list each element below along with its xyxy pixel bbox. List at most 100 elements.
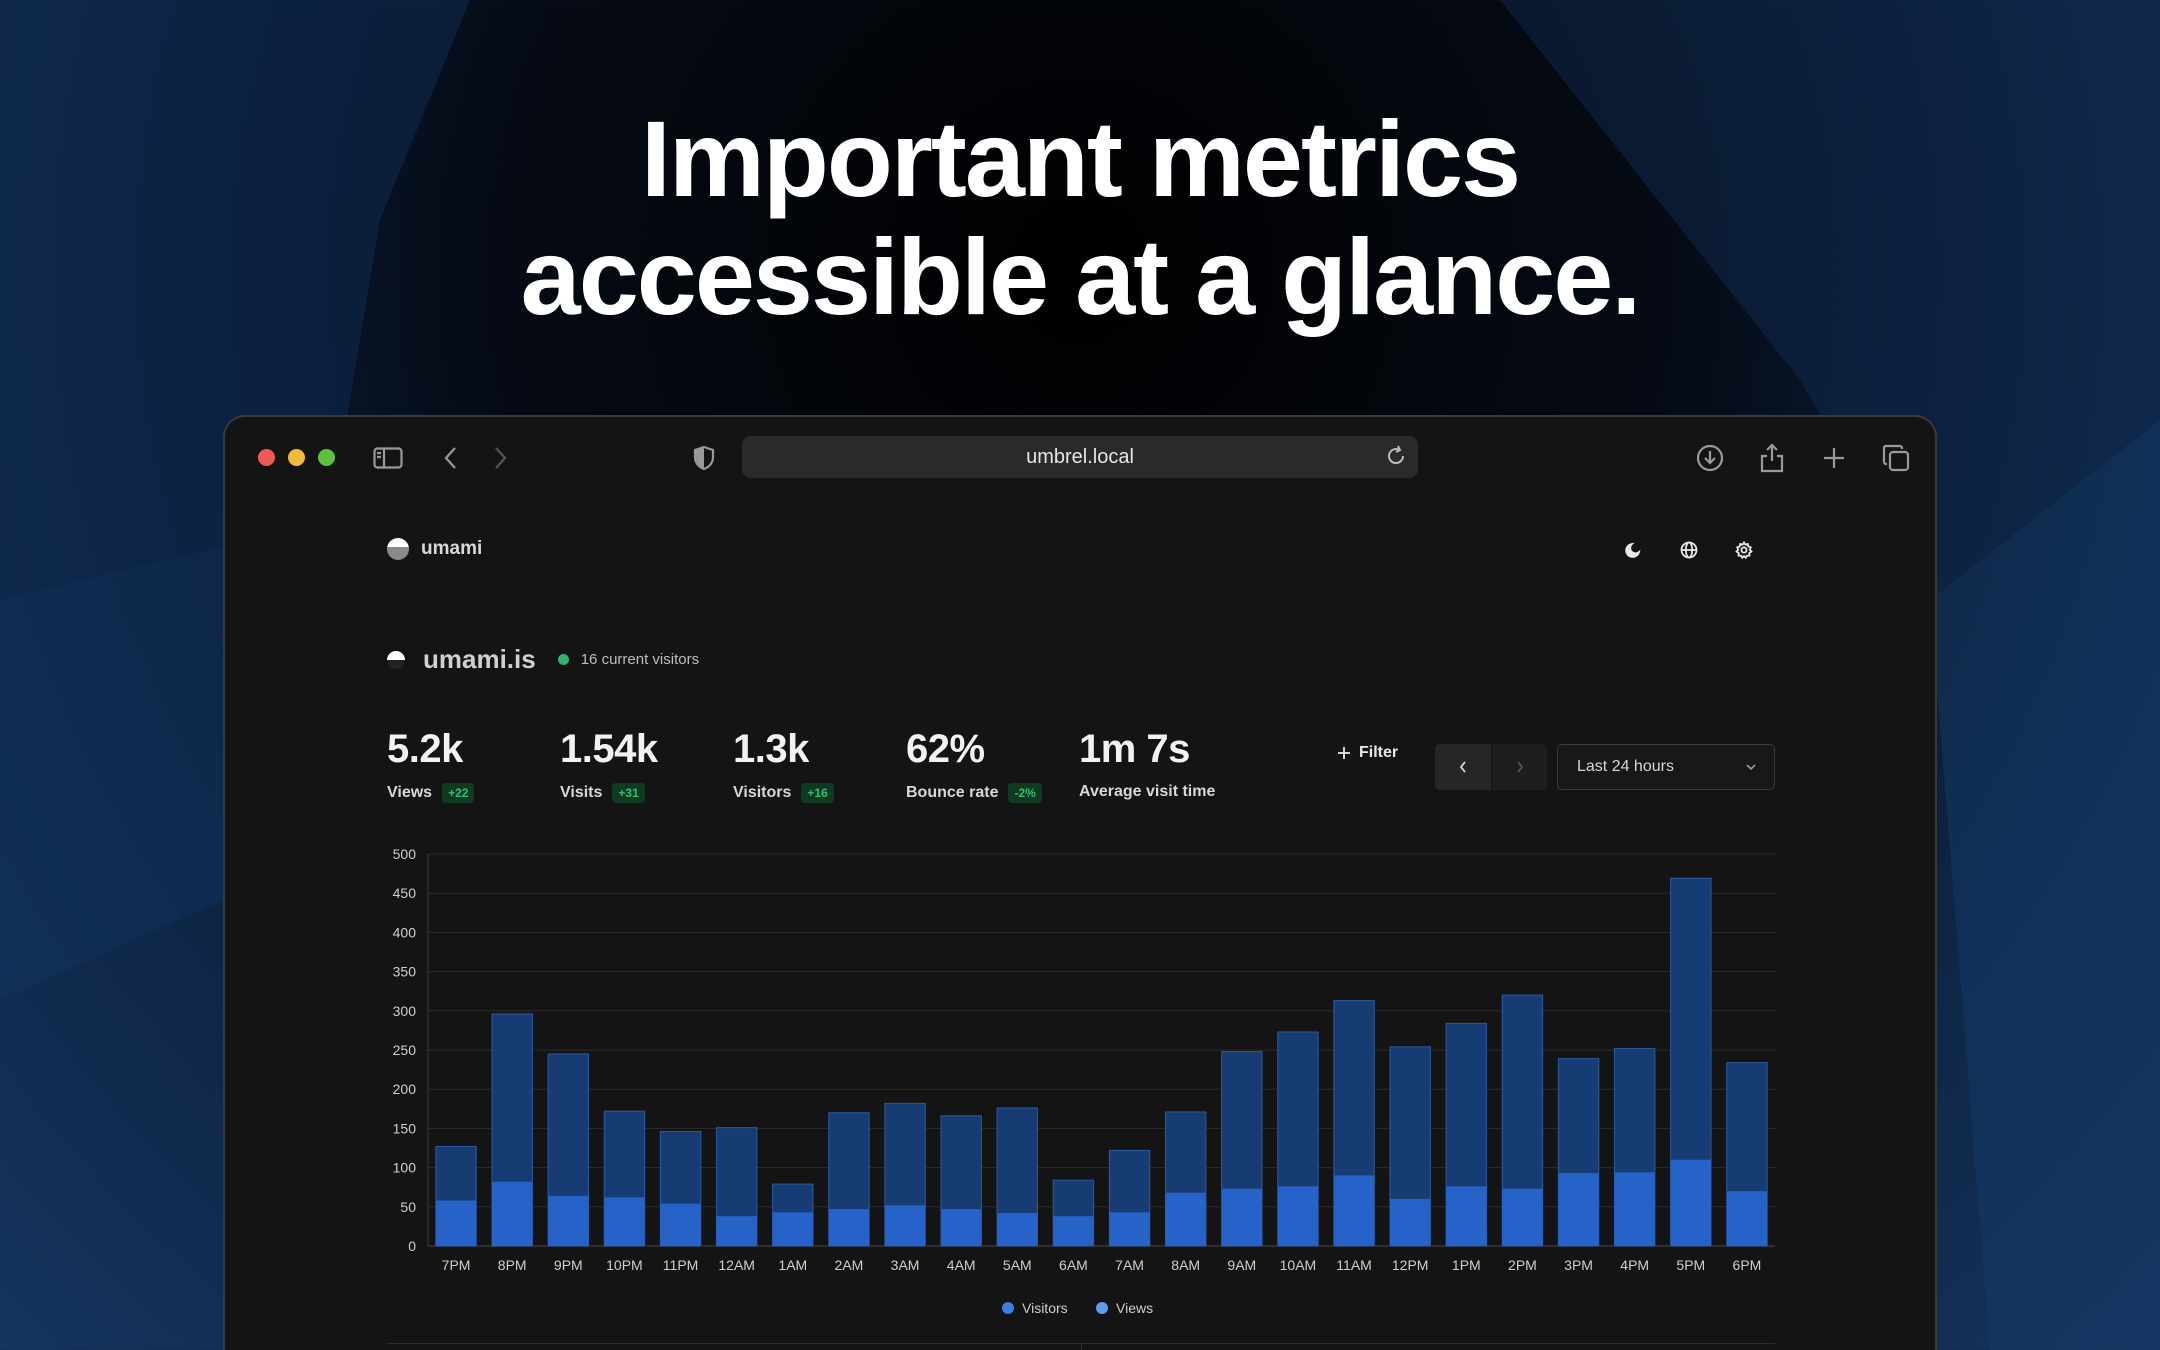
bar-visitors xyxy=(997,1213,1038,1246)
x-tick-label: 9PM xyxy=(554,1257,583,1273)
browser-toolbar: umbrel.local xyxy=(225,417,1935,499)
x-tick-label: 5PM xyxy=(1676,1257,1705,1273)
x-tick-label: 12PM xyxy=(1392,1257,1429,1273)
y-tick-label: 400 xyxy=(393,924,417,940)
y-tick-label: 450 xyxy=(393,885,417,901)
download-icon[interactable] xyxy=(1693,441,1727,475)
legend-swatch xyxy=(1002,1302,1014,1314)
plus-icon[interactable] xyxy=(1817,441,1851,475)
chevron-down-icon xyxy=(1746,764,1756,771)
metric-value: 5.2k xyxy=(387,727,463,771)
metric-visits[interactable]: 1.54k Visits +31 xyxy=(560,727,658,803)
section-divider-vertical xyxy=(1081,1343,1082,1350)
share-icon[interactable] xyxy=(1755,441,1789,475)
bar-visitors xyxy=(1389,1198,1431,1246)
change-badge: +16 xyxy=(801,783,834,803)
y-tick-label: 250 xyxy=(393,1042,417,1058)
x-tick-label: 7AM xyxy=(1115,1257,1144,1273)
bar-visitors xyxy=(491,1181,533,1246)
y-tick-label: 200 xyxy=(393,1081,417,1097)
zoom-window-button[interactable] xyxy=(318,449,335,466)
x-tick-label: 3PM xyxy=(1564,1257,1593,1273)
x-tick-label: 7PM xyxy=(442,1257,471,1273)
metric-label: Bounce rate xyxy=(906,784,999,801)
sidebar-icon[interactable] xyxy=(371,441,405,475)
bar-visitors xyxy=(772,1212,814,1246)
brand-name: umami xyxy=(421,538,483,559)
gear-icon[interactable] xyxy=(1733,539,1755,561)
reload-icon[interactable] xyxy=(1384,444,1408,474)
x-tick-label: 9AM xyxy=(1227,1257,1256,1273)
y-tick-label: 500 xyxy=(393,846,417,862)
back-icon[interactable] xyxy=(434,441,468,475)
bar-visitors xyxy=(1053,1216,1094,1246)
url-text: umbrel.local xyxy=(1026,445,1134,468)
metric-average-visit-time[interactable]: 1m 7s Average visit time xyxy=(1079,727,1215,801)
date-range-select[interactable]: Last 24 hours xyxy=(1557,744,1775,790)
filter-button[interactable]: Filter xyxy=(1337,744,1398,762)
metric-value: 1.54k xyxy=(560,727,658,771)
bar-visitors xyxy=(884,1205,926,1246)
y-tick-label: 300 xyxy=(393,1003,417,1019)
bar-visitors xyxy=(1670,1159,1712,1246)
x-tick-label: 5AM xyxy=(1003,1257,1032,1273)
site-logo-icon xyxy=(387,650,405,669)
legend-swatch xyxy=(1096,1302,1108,1314)
previous-period-button[interactable] xyxy=(1435,744,1491,790)
bar-visitors xyxy=(1726,1191,1768,1246)
minimize-window-button[interactable] xyxy=(288,449,305,466)
bar-visitors xyxy=(1333,1175,1375,1246)
x-tick-label: 6AM xyxy=(1059,1257,1088,1273)
bar-visitors xyxy=(1165,1192,1206,1246)
metric-views[interactable]: 5.2k Views +22 xyxy=(387,727,475,803)
close-window-button[interactable] xyxy=(258,449,275,466)
browser-window: umbrel.local umami umami.is xyxy=(223,415,1937,1350)
change-badge: +31 xyxy=(612,783,645,803)
y-tick-label: 100 xyxy=(393,1160,417,1176)
metric-label: Visits xyxy=(560,784,603,801)
filter-label: Filter xyxy=(1359,744,1399,761)
y-tick-label: 50 xyxy=(400,1199,416,1215)
shield-icon[interactable] xyxy=(687,441,721,475)
plus-icon xyxy=(1338,747,1350,759)
umami-logo-icon xyxy=(387,538,409,560)
x-tick-label: 1AM xyxy=(778,1257,807,1273)
x-tick-label: 4PM xyxy=(1620,1257,1649,1273)
date-nav xyxy=(1435,744,1547,790)
bar-visitors xyxy=(548,1195,589,1246)
x-tick-label: 8AM xyxy=(1171,1257,1200,1273)
x-tick-label: 10PM xyxy=(606,1257,643,1273)
change-badge: +22 xyxy=(442,783,475,803)
x-tick-label: 11AM xyxy=(1336,1257,1372,1273)
x-tick-label: 10AM xyxy=(1280,1257,1317,1273)
views-chart: 0 50 100 150 200 250 300 350 400 450 500 7PM 8PM 9PM 1… xyxy=(393,846,1775,1316)
next-period-button[interactable] xyxy=(1491,744,1547,790)
bar-visitors xyxy=(1446,1186,1487,1246)
metric-label: Visitors xyxy=(733,784,792,801)
current-visitors: 16 current visitors xyxy=(580,651,700,668)
bar-visitors xyxy=(1277,1186,1319,1246)
metric-value: 62% xyxy=(906,727,985,771)
bar-visitors xyxy=(435,1200,477,1246)
metric-label: Average visit time xyxy=(1079,783,1216,800)
bar-visitors xyxy=(1221,1188,1263,1246)
metric-bounce-rate[interactable]: 62% Bounce rate -2% xyxy=(906,727,1042,803)
bar-visitors xyxy=(604,1197,645,1246)
forward-icon[interactable] xyxy=(483,441,517,475)
y-tick-label: 150 xyxy=(393,1120,417,1136)
y-tick-label: 0 xyxy=(408,1238,416,1254)
bar-visitors xyxy=(828,1209,870,1246)
bar-visitors xyxy=(1109,1212,1150,1246)
moon-icon[interactable] xyxy=(1623,539,1645,561)
address-bar[interactable]: umbrel.local xyxy=(742,436,1418,478)
globe-icon[interactable] xyxy=(1678,539,1700,561)
brand[interactable]: umami xyxy=(387,538,482,560)
metric-visitors[interactable]: 1.3k Visitors +16 xyxy=(733,727,834,803)
x-tick-label: 2PM xyxy=(1508,1257,1537,1273)
headline: Important metrics accessible at a glance… xyxy=(0,100,2160,336)
date-range-value: Last 24 hours xyxy=(1577,758,1674,775)
metric-value: 1.3k xyxy=(733,727,809,771)
bar-visitors xyxy=(1558,1173,1599,1246)
tabs-icon[interactable] xyxy=(1879,441,1913,475)
site-name[interactable]: umami.is xyxy=(423,644,536,674)
